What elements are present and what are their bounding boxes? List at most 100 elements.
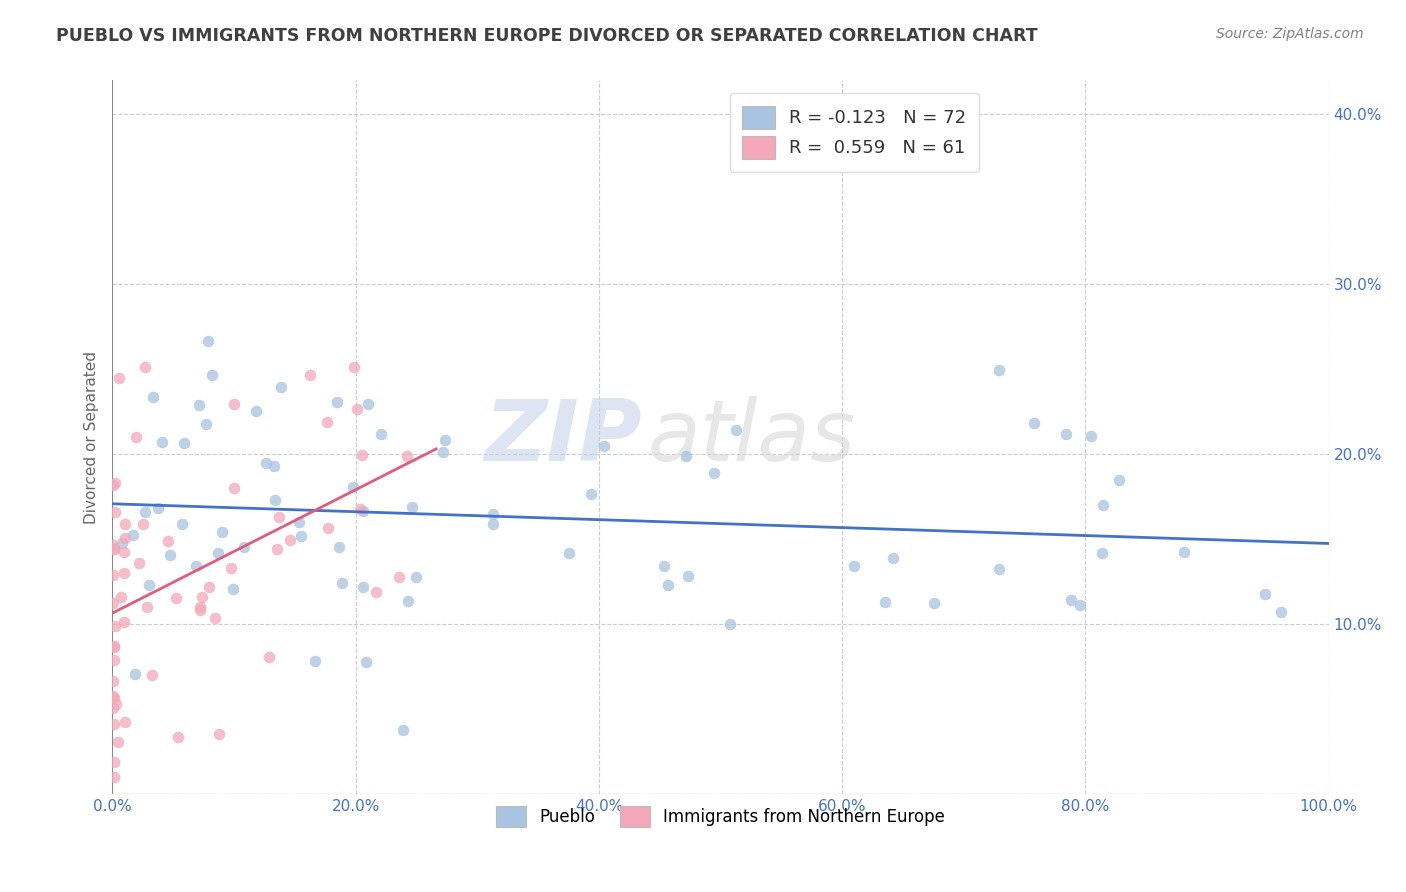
Point [557,546,579,560]
Point [318,521,340,535]
Point [233,540,256,554]
Point [481,507,503,521]
Point [725,423,748,437]
Point [103,640,125,654]
Point [103,541,125,556]
Point [346,402,368,417]
Point [266,541,288,556]
Point [207,546,229,560]
Point [842,558,865,573]
Point [349,502,371,516]
Point [432,445,454,459]
Point [103,691,125,706]
Point [105,697,128,711]
Point [330,576,353,591]
Point [264,493,287,508]
Point [104,619,127,633]
Point [112,566,135,580]
Point [204,611,226,625]
Point [675,449,697,463]
Point [1091,546,1114,560]
Point [1024,416,1046,430]
Point [678,569,700,583]
Point [703,466,725,480]
Point [364,585,387,599]
Point [1069,599,1091,613]
Point [191,590,214,604]
Point [166,730,188,744]
Point [343,360,366,375]
Point [222,397,245,411]
Point [278,533,301,547]
Point [304,654,326,668]
Point [114,715,136,730]
Point [922,596,945,610]
Point [148,501,170,516]
Point [288,515,311,529]
Point [104,475,127,490]
Point [101,689,124,703]
Point [201,368,224,382]
Point [104,505,127,519]
Point [718,616,741,631]
Point [114,531,136,545]
Point [254,456,277,470]
Point [1270,605,1292,619]
Point [211,524,233,539]
Point [170,517,193,532]
Point [352,504,374,518]
Point [988,363,1011,377]
Point [103,478,125,492]
Point [134,360,156,375]
Point [579,487,602,501]
Point [159,548,181,562]
Y-axis label: Divorced or Separated: Divorced or Separated [83,351,98,524]
Point [593,439,616,453]
Point [141,668,163,682]
Point [110,591,132,605]
Point [125,429,148,443]
Point [187,398,209,412]
Point [481,516,503,531]
Text: PUEBLO VS IMMIGRANTS FROM NORTHERN EUROPE DIVORCED OR SEPARATED CORRELATION CHAR: PUEBLO VS IMMIGRANTS FROM NORTHERN EUROP… [56,27,1038,45]
Point [873,595,896,609]
Point [290,529,312,543]
Point [326,395,349,409]
Point [405,570,427,584]
Point [316,415,339,429]
Point [263,459,285,474]
Point [370,426,392,441]
Point [136,599,159,614]
Point [103,639,125,653]
Point [245,403,267,417]
Point [128,556,150,570]
Point [103,755,125,769]
Point [299,368,322,382]
Point [269,510,291,524]
Point [165,591,187,605]
Point [124,667,146,681]
Point [1060,593,1083,607]
Text: ZIP: ZIP [484,395,641,479]
Point [184,558,207,573]
Point [112,545,135,559]
Point [195,417,218,431]
Point [652,558,675,573]
Point [1108,473,1130,487]
Point [395,449,418,463]
Point [1254,586,1277,600]
Point [222,582,245,596]
Point [342,480,364,494]
Point [882,551,904,566]
Point [142,390,165,404]
Point [198,580,221,594]
Point [134,505,156,519]
Point [103,542,125,557]
Point [657,578,679,592]
Point [101,673,124,688]
Point [197,334,219,348]
Point [328,540,350,554]
Point [108,371,131,385]
Point [101,595,124,609]
Point [433,433,456,447]
